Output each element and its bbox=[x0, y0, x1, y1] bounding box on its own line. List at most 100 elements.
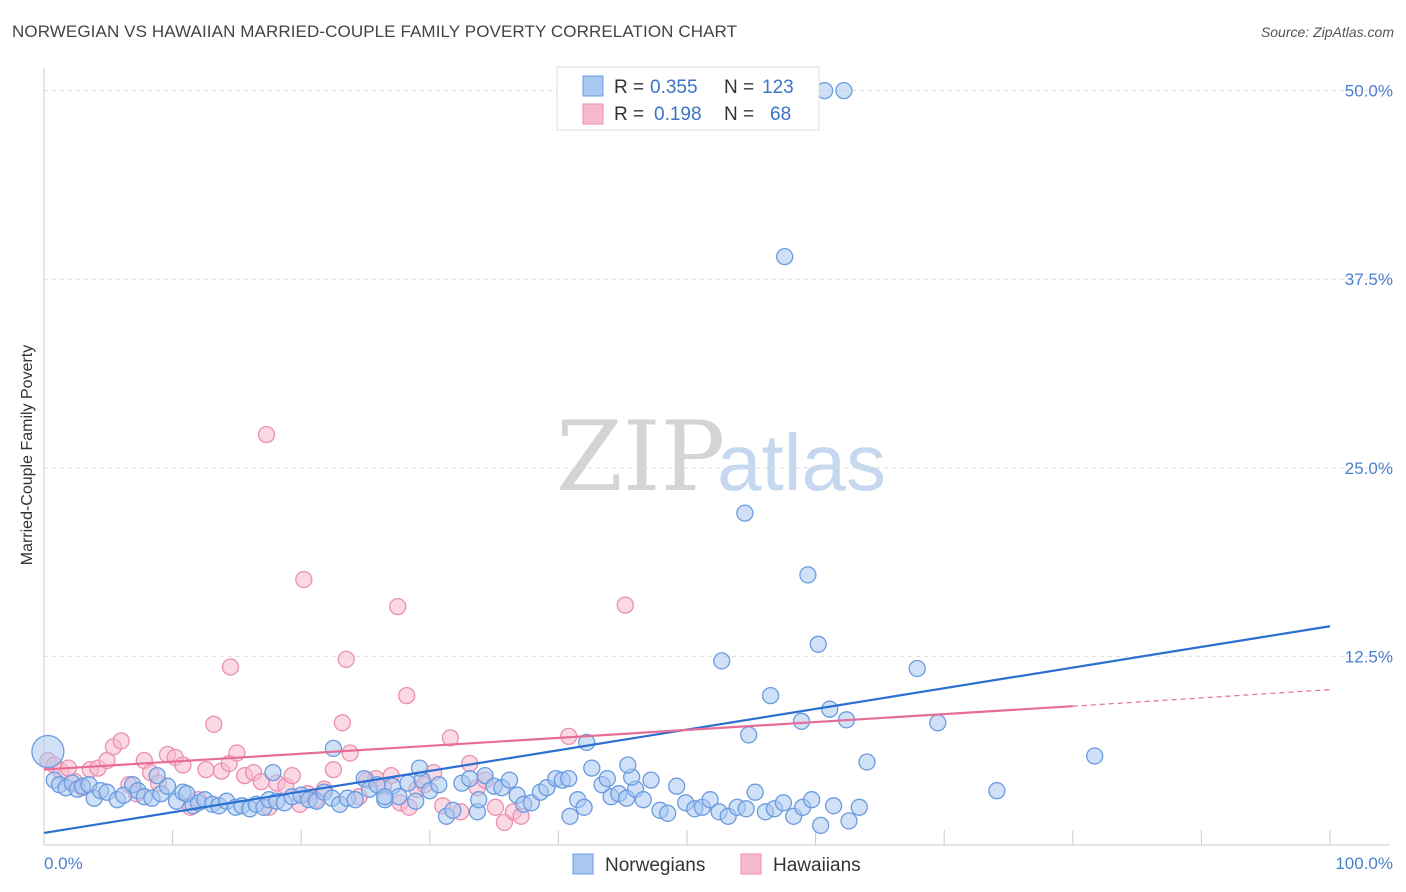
norwegian-point bbox=[812, 816, 830, 835]
norwegian-point bbox=[740, 726, 758, 744]
norwegian-point bbox=[736, 504, 754, 522]
watermark-zip: ZIP bbox=[556, 401, 725, 513]
norwegian-point bbox=[840, 812, 858, 830]
norwegian-point bbox=[850, 798, 868, 816]
hawaiian-point bbox=[398, 686, 416, 705]
norwegian-point bbox=[792, 712, 811, 730]
norwegian-point bbox=[642, 771, 660, 789]
norwegian-point bbox=[821, 700, 839, 718]
bottom-legend: Norwegians Hawaiians bbox=[572, 853, 861, 876]
norwegian-point bbox=[470, 791, 488, 809]
norwegian-point bbox=[737, 800, 755, 818]
legend-swatch-norwegians bbox=[582, 75, 604, 97]
hawaiian-point bbox=[205, 715, 223, 733]
norwegian-point bbox=[583, 759, 601, 777]
hawaiian-point bbox=[441, 729, 460, 747]
norwegian-point bbox=[776, 247, 794, 266]
norwegian-point bbox=[407, 792, 425, 810]
y-tick-labels: 12.5% 25.0% 37.5% 50.0% bbox=[1345, 82, 1393, 667]
norwegian-point bbox=[988, 782, 1006, 800]
bottom-legend-label-hawaiians: Hawaiians bbox=[773, 855, 861, 876]
hawaiian-point bbox=[221, 658, 240, 676]
norwegian-point bbox=[500, 771, 519, 789]
norwegian-point bbox=[178, 785, 196, 803]
hawaiian-point bbox=[324, 760, 343, 779]
norwegian-point bbox=[659, 804, 677, 822]
source-note: Source: ZipAtlas.com bbox=[1260, 24, 1394, 40]
hawaiian-point bbox=[174, 756, 192, 774]
norwegian-point bbox=[158, 777, 177, 795]
norwegian-point bbox=[598, 769, 616, 788]
norwegian-point bbox=[761, 686, 780, 705]
hawaiian-point bbox=[486, 798, 505, 816]
legend-r-label-1: R = bbox=[614, 77, 644, 98]
legend-n-label-2: N = bbox=[724, 104, 754, 125]
norwegian-point bbox=[1086, 747, 1104, 765]
norwegian-point bbox=[31, 734, 65, 769]
hawaiian-point bbox=[389, 597, 407, 616]
legend-r-label-2: R = bbox=[614, 104, 644, 125]
bottom-legend-swatch-hawaiians bbox=[740, 853, 762, 875]
legend-n-label-1: N = bbox=[724, 77, 754, 98]
norwegian-point bbox=[746, 783, 764, 801]
y-tick-label: 12.5% bbox=[1345, 647, 1393, 666]
norwegian-point bbox=[376, 788, 394, 806]
norwegian-point bbox=[908, 659, 926, 678]
norwegian-point bbox=[324, 739, 343, 758]
norwegian-point bbox=[668, 777, 686, 795]
grid bbox=[44, 90, 1390, 657]
norwegian-point bbox=[929, 714, 947, 732]
hawaiian-point bbox=[112, 732, 130, 750]
norwegian-point bbox=[561, 807, 579, 825]
hawaiian-point bbox=[341, 744, 359, 762]
legend-n-value-2: 68 bbox=[770, 104, 791, 125]
watermark: ZIP atlas bbox=[556, 401, 886, 513]
watermark-atlas: atlas bbox=[717, 418, 886, 507]
norwegian-point bbox=[430, 776, 448, 794]
hawaiians-trend-line bbox=[43, 705, 1073, 771]
series-hawaiians-points bbox=[39, 425, 634, 832]
norwegian-point bbox=[858, 753, 876, 771]
hawaiian-point bbox=[616, 596, 634, 614]
norwegian-point bbox=[774, 794, 793, 812]
norwegian-point bbox=[824, 797, 843, 815]
norwegian-point bbox=[835, 81, 853, 100]
x-tick-label: 100.0% bbox=[1335, 854, 1393, 873]
hawaiian-point bbox=[333, 714, 352, 732]
legend-swatch-hawaiians bbox=[582, 103, 604, 125]
norwegian-point bbox=[444, 801, 462, 819]
norwegian-point bbox=[619, 756, 637, 774]
norwegian-point bbox=[560, 769, 578, 788]
y-tick-label: 37.5% bbox=[1345, 270, 1393, 289]
norwegian-point bbox=[713, 652, 731, 670]
norwegian-point bbox=[148, 766, 166, 785]
norwegian-point bbox=[634, 791, 652, 809]
legend-r-value-2: 0.198 bbox=[654, 104, 702, 125]
x-tick-labels: 0.0% 100.0% bbox=[44, 854, 1393, 873]
hawaiian-point bbox=[337, 650, 355, 669]
chart-title: NORWEGIAN VS HAWAIIAN MARRIED-COUPLE FAM… bbox=[12, 22, 738, 41]
norwegian-point bbox=[399, 774, 417, 792]
hawaiian-point bbox=[283, 766, 301, 785]
norwegian-point bbox=[264, 763, 282, 782]
norwegian-point bbox=[346, 791, 364, 809]
x-tick-label: 0.0% bbox=[44, 854, 83, 873]
bottom-legend-label-norwegians: Norwegians bbox=[605, 855, 705, 876]
axes bbox=[43, 68, 1390, 846]
hawaiian-point bbox=[257, 425, 276, 444]
legend-n-value-1: 123 bbox=[762, 77, 794, 98]
hawaiian-point bbox=[295, 570, 313, 589]
norwegian-point bbox=[701, 791, 719, 809]
y-tick-label: 25.0% bbox=[1345, 459, 1393, 478]
hawaiian-point bbox=[197, 760, 215, 779]
norwegian-point bbox=[803, 791, 821, 809]
bottom-legend-swatch-norwegians bbox=[572, 853, 594, 875]
hawaiians-trend-extension bbox=[1072, 689, 1331, 707]
trend-lines bbox=[43, 625, 1331, 835]
legend: R = 0.355 N = 123 R = 0.198 N = 68 bbox=[556, 66, 820, 131]
norwegian-point bbox=[799, 566, 817, 584]
norwegian-point bbox=[575, 798, 593, 816]
norwegian-point bbox=[809, 635, 827, 653]
y-tick-label: 50.0% bbox=[1345, 82, 1393, 101]
